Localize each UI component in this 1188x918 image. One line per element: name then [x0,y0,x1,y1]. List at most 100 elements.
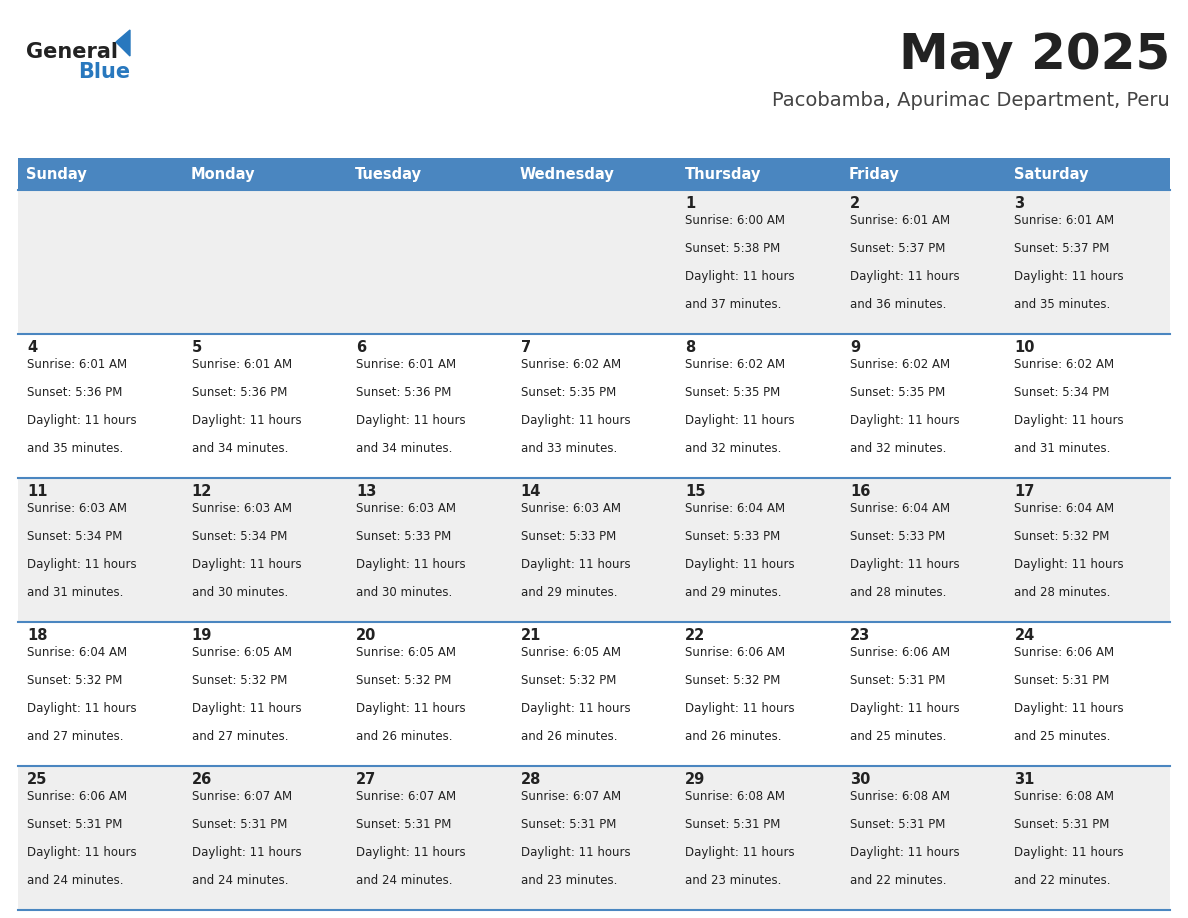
Text: Sunset: 5:38 PM: Sunset: 5:38 PM [685,242,781,255]
Text: Sunrise: 6:04 AM: Sunrise: 6:04 AM [27,646,127,659]
Text: Sunrise: 6:06 AM: Sunrise: 6:06 AM [849,646,950,659]
Text: Daylight: 11 hours: Daylight: 11 hours [1015,270,1124,283]
Text: Saturday: Saturday [1013,166,1088,182]
Text: Daylight: 11 hours: Daylight: 11 hours [191,558,302,571]
Text: Daylight: 11 hours: Daylight: 11 hours [356,702,466,715]
Bar [1005,158,1170,190]
Text: and 32 minutes.: and 32 minutes. [849,442,947,455]
Text: and 32 minutes.: and 32 minutes. [685,442,782,455]
Text: and 24 minutes.: and 24 minutes. [356,874,453,887]
Text: Sunrise: 6:06 AM: Sunrise: 6:06 AM [1015,646,1114,659]
Bar [512,478,676,622]
Text: Daylight: 11 hours: Daylight: 11 hours [1015,558,1124,571]
Bar [1005,622,1170,766]
Text: Sunset: 5:34 PM: Sunset: 5:34 PM [1015,386,1110,399]
Text: and 22 minutes.: and 22 minutes. [849,874,947,887]
Text: Sunset: 5:31 PM: Sunset: 5:31 PM [849,674,946,687]
Text: 28: 28 [520,772,542,787]
Text: Daylight: 11 hours: Daylight: 11 hours [27,414,137,427]
Text: Daylight: 11 hours: Daylight: 11 hours [191,414,302,427]
Text: Sunset: 5:31 PM: Sunset: 5:31 PM [520,818,617,831]
Text: Sunset: 5:33 PM: Sunset: 5:33 PM [520,530,617,543]
Text: Pacobamba, Apurimac Department, Peru: Pacobamba, Apurimac Department, Peru [772,91,1170,109]
Bar [18,622,183,766]
Bar [512,190,676,334]
Text: Sunrise: 6:06 AM: Sunrise: 6:06 AM [27,790,127,803]
Bar [841,190,1005,334]
Text: and 34 minutes.: and 34 minutes. [191,442,287,455]
Text: Daylight: 11 hours: Daylight: 11 hours [27,846,137,859]
Text: and 27 minutes.: and 27 minutes. [191,730,289,744]
Text: Tuesday: Tuesday [355,166,423,182]
Text: 16: 16 [849,484,871,499]
Text: Sunset: 5:32 PM: Sunset: 5:32 PM [520,674,617,687]
Text: and 29 minutes.: and 29 minutes. [685,587,782,599]
Text: Sunset: 5:31 PM: Sunset: 5:31 PM [191,818,287,831]
Text: and 37 minutes.: and 37 minutes. [685,298,782,311]
Text: Sunrise: 6:07 AM: Sunrise: 6:07 AM [191,790,292,803]
Text: Sunrise: 6:04 AM: Sunrise: 6:04 AM [685,502,785,515]
Text: Sunrise: 6:05 AM: Sunrise: 6:05 AM [356,646,456,659]
Bar [841,478,1005,622]
Text: 21: 21 [520,628,542,643]
Bar [676,190,841,334]
Text: and 24 minutes.: and 24 minutes. [191,874,289,887]
Text: Sunrise: 6:05 AM: Sunrise: 6:05 AM [191,646,291,659]
Text: Sunset: 5:31 PM: Sunset: 5:31 PM [1015,818,1110,831]
Text: Daylight: 11 hours: Daylight: 11 hours [356,846,466,859]
Text: and 30 minutes.: and 30 minutes. [191,587,287,599]
Text: and 33 minutes.: and 33 minutes. [520,442,617,455]
Bar [1005,766,1170,910]
Text: Sunset: 5:32 PM: Sunset: 5:32 PM [1015,530,1110,543]
Text: 24: 24 [1015,628,1035,643]
Text: Sunset: 5:36 PM: Sunset: 5:36 PM [191,386,287,399]
Text: and 22 minutes.: and 22 minutes. [1015,874,1111,887]
Text: Sunrise: 6:03 AM: Sunrise: 6:03 AM [27,502,127,515]
Bar [18,478,183,622]
Text: Sunrise: 6:08 AM: Sunrise: 6:08 AM [1015,790,1114,803]
Text: Sunset: 5:33 PM: Sunset: 5:33 PM [356,530,451,543]
Text: and 29 minutes.: and 29 minutes. [520,587,618,599]
Bar [347,766,512,910]
Bar [841,622,1005,766]
Text: Daylight: 11 hours: Daylight: 11 hours [849,702,960,715]
Text: and 35 minutes.: and 35 minutes. [1015,298,1111,311]
Text: Sunrise: 6:06 AM: Sunrise: 6:06 AM [685,646,785,659]
Text: Sunset: 5:34 PM: Sunset: 5:34 PM [27,530,122,543]
Text: Sunrise: 6:02 AM: Sunrise: 6:02 AM [685,358,785,371]
Text: Sunrise: 6:04 AM: Sunrise: 6:04 AM [849,502,950,515]
Text: Daylight: 11 hours: Daylight: 11 hours [520,414,631,427]
Text: Sunrise: 6:03 AM: Sunrise: 6:03 AM [191,502,291,515]
Text: Daylight: 11 hours: Daylight: 11 hours [849,414,960,427]
Text: Sunrise: 6:01 AM: Sunrise: 6:01 AM [356,358,456,371]
Text: Daylight: 11 hours: Daylight: 11 hours [356,414,466,427]
Text: and 23 minutes.: and 23 minutes. [685,874,782,887]
Text: and 25 minutes.: and 25 minutes. [1015,730,1111,744]
Text: Daylight: 11 hours: Daylight: 11 hours [1015,702,1124,715]
Text: Sunrise: 6:01 AM: Sunrise: 6:01 AM [27,358,127,371]
Text: Sunrise: 6:07 AM: Sunrise: 6:07 AM [356,790,456,803]
Text: Daylight: 11 hours: Daylight: 11 hours [520,702,631,715]
Text: and 34 minutes.: and 34 minutes. [356,442,453,455]
Text: and 31 minutes.: and 31 minutes. [27,587,124,599]
Text: 23: 23 [849,628,870,643]
Text: Sunset: 5:31 PM: Sunset: 5:31 PM [27,818,122,831]
Text: Sunset: 5:31 PM: Sunset: 5:31 PM [1015,674,1110,687]
Text: Daylight: 11 hours: Daylight: 11 hours [1015,846,1124,859]
Bar [841,158,1005,190]
Text: and 23 minutes.: and 23 minutes. [520,874,617,887]
Bar [183,478,347,622]
Text: and 24 minutes.: and 24 minutes. [27,874,124,887]
Text: Daylight: 11 hours: Daylight: 11 hours [27,702,137,715]
Text: and 31 minutes.: and 31 minutes. [1015,442,1111,455]
Text: 12: 12 [191,484,211,499]
Text: and 28 minutes.: and 28 minutes. [849,587,947,599]
Text: and 27 minutes.: and 27 minutes. [27,730,124,744]
Text: General: General [26,42,118,62]
Text: 6: 6 [356,340,366,355]
Text: 7: 7 [520,340,531,355]
Text: 5: 5 [191,340,202,355]
Text: Sunrise: 6:02 AM: Sunrise: 6:02 AM [1015,358,1114,371]
Bar [347,158,512,190]
Text: Thursday: Thursday [684,166,760,182]
